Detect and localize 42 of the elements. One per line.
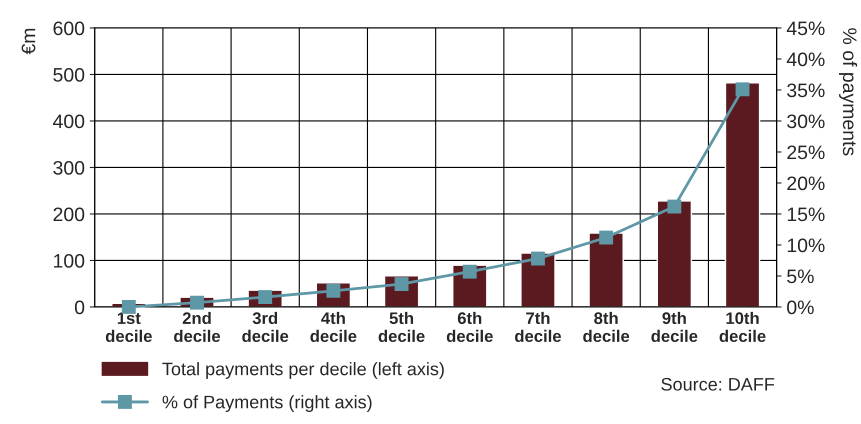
y2-tick-label: 15% (788, 208, 825, 222)
y2-axis-title: % of payments (839, 28, 858, 156)
y-tick-label: 500 (53, 68, 84, 82)
y-tick-label: 600 (54, 21, 84, 36)
y2-tick-label: 35% (787, 83, 825, 98)
y2-tick-label: 30% (787, 114, 825, 128)
point (667, 200, 682, 214)
y2-tick-label: 45% (786, 22, 825, 36)
x-tick-label: 1st decile (106, 312, 152, 342)
bar (656, 200, 692, 307)
point (531, 252, 545, 266)
source-note: Source: DAFF (661, 378, 774, 391)
point (599, 230, 614, 244)
x-tick-label: 10th decile (720, 312, 766, 342)
y-tick-label: 100 (54, 254, 84, 268)
legend-label: % of Payments (right axis) (162, 395, 372, 412)
x-tick-label: 9th decile (651, 312, 698, 342)
y2-tick-label: 40% (786, 52, 825, 66)
y2-tick-label: 5% (787, 270, 814, 284)
y-tick-label: 400 (52, 114, 84, 128)
x-tick-label: 4th decile (310, 312, 356, 342)
y-axis-title: €m (22, 28, 36, 54)
x-tick-label: 7th decile (515, 312, 562, 342)
y2-tick-label: 10% (788, 238, 825, 252)
x-tick-label: 3rd decile (242, 312, 288, 342)
y-tick-label: 300 (53, 160, 84, 175)
point (190, 296, 204, 310)
bar (588, 232, 624, 307)
x-tick-label: 8th decile (583, 312, 630, 342)
x-tick-label: 5th decile (378, 312, 425, 342)
y2-tick-label: 25% (787, 145, 825, 160)
point (462, 264, 477, 279)
y-tick-label: 200 (54, 207, 84, 222)
y-tick-label: 0 (74, 300, 84, 314)
point (736, 82, 750, 96)
x-tick-label: 2nd decile (174, 312, 220, 342)
y2-tick-label: 0% (787, 300, 814, 314)
y2-tick-label: 20% (787, 176, 825, 190)
point (394, 277, 409, 291)
legend-label: Total payments per decile (left axis) (162, 362, 444, 379)
x-tick-label: 6th decile (446, 312, 493, 342)
bar (724, 82, 760, 307)
